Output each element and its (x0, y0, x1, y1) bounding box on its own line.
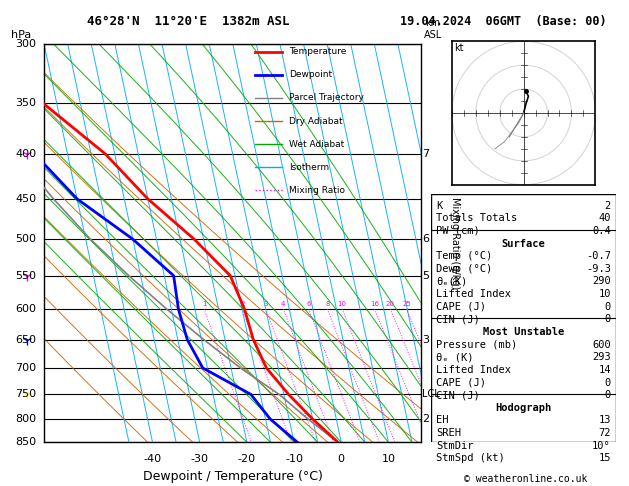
Text: StmDir: StmDir (437, 441, 474, 451)
Text: Mixing Ratio: Mixing Ratio (289, 186, 345, 195)
Text: 0: 0 (604, 390, 611, 400)
Text: CIN (J): CIN (J) (437, 390, 480, 400)
Text: K: K (437, 201, 443, 210)
Text: 14: 14 (598, 365, 611, 375)
Text: 19.04.2024  06GMT  (Base: 00): 19.04.2024 06GMT (Base: 00) (400, 15, 606, 28)
Text: Lifted Index: Lifted Index (437, 289, 511, 299)
Text: 2: 2 (422, 414, 430, 424)
Text: Pressure (mb): Pressure (mb) (437, 340, 518, 349)
Text: CAPE (J): CAPE (J) (437, 378, 486, 387)
Text: 450: 450 (15, 194, 36, 204)
Text: 293: 293 (592, 352, 611, 362)
Text: Temp (°C): Temp (°C) (437, 251, 493, 261)
Text: Dewpoint / Temperature (°C): Dewpoint / Temperature (°C) (143, 470, 323, 483)
Text: 25: 25 (402, 301, 411, 307)
Text: 7: 7 (422, 149, 430, 159)
Text: Parcel Trajectory: Parcel Trajectory (289, 93, 364, 103)
Text: -0.7: -0.7 (586, 251, 611, 261)
Text: PW (cm): PW (cm) (437, 226, 480, 236)
Text: -9.3: -9.3 (586, 264, 611, 274)
Text: 10: 10 (381, 454, 396, 464)
Text: hPa: hPa (11, 30, 31, 40)
Text: 6: 6 (422, 234, 429, 244)
Text: 600: 600 (16, 304, 36, 314)
Text: 290: 290 (592, 277, 611, 286)
Text: CIN (J): CIN (J) (437, 314, 480, 324)
Text: EH: EH (437, 416, 449, 425)
Text: 72: 72 (598, 428, 611, 438)
Text: 10: 10 (598, 289, 611, 299)
Text: Dewpoint: Dewpoint (289, 70, 333, 79)
Text: SREH: SREH (437, 428, 462, 438)
Text: 500: 500 (16, 234, 36, 244)
Text: 40: 40 (598, 213, 611, 223)
Text: 0: 0 (604, 378, 611, 387)
Text: 13: 13 (598, 416, 611, 425)
Text: 46°28'N  11°20'E  1382m ASL: 46°28'N 11°20'E 1382m ASL (87, 15, 290, 28)
Text: Totals Totals: Totals Totals (437, 213, 518, 223)
Text: km
ASL: km ASL (423, 18, 442, 40)
Text: 0: 0 (604, 302, 611, 312)
Text: 8: 8 (325, 301, 330, 307)
Text: 5: 5 (422, 271, 429, 281)
Text: Mixing Ratio (g/kg): Mixing Ratio (g/kg) (450, 197, 460, 289)
Text: 650: 650 (16, 334, 36, 345)
Text: 800: 800 (15, 414, 36, 424)
Text: 20: 20 (386, 301, 395, 307)
Text: θₑ (K): θₑ (K) (437, 352, 474, 362)
Text: 0: 0 (338, 454, 345, 464)
Text: 4: 4 (281, 301, 286, 307)
Text: 550: 550 (16, 271, 36, 281)
Text: 300: 300 (16, 39, 36, 49)
Text: 600: 600 (592, 340, 611, 349)
Text: 850: 850 (15, 437, 36, 447)
Text: θₑ(K): θₑ(K) (437, 277, 468, 286)
Text: 0.4: 0.4 (592, 226, 611, 236)
Text: StmSpd (kt): StmSpd (kt) (437, 453, 505, 464)
Text: 10: 10 (338, 301, 347, 307)
Text: -40: -40 (143, 454, 162, 464)
Text: 10°: 10° (592, 441, 611, 451)
Text: 2: 2 (604, 201, 611, 210)
Text: 750: 750 (15, 389, 36, 399)
Text: Hodograph: Hodograph (496, 403, 552, 413)
Text: 0: 0 (604, 314, 611, 324)
Text: 3: 3 (422, 334, 429, 345)
Text: 700: 700 (15, 363, 36, 373)
Text: CAPE (J): CAPE (J) (437, 302, 486, 312)
Text: © weatheronline.co.uk: © weatheronline.co.uk (464, 473, 587, 484)
Text: 6: 6 (306, 301, 311, 307)
Text: Most Unstable: Most Unstable (483, 327, 564, 337)
Text: Lifted Index: Lifted Index (437, 365, 511, 375)
Text: Temperature: Temperature (289, 47, 347, 56)
Text: Isotherm: Isotherm (289, 163, 330, 172)
Text: Surface: Surface (502, 239, 545, 248)
Text: -20: -20 (238, 454, 256, 464)
Text: 1: 1 (202, 301, 206, 307)
Text: -10: -10 (285, 454, 303, 464)
Text: Wet Adiabat: Wet Adiabat (289, 139, 345, 149)
Text: -30: -30 (191, 454, 209, 464)
Text: 3: 3 (264, 301, 268, 307)
Text: 2: 2 (240, 301, 245, 307)
Text: LCL: LCL (422, 389, 440, 399)
Text: 400: 400 (15, 149, 36, 159)
Text: 15: 15 (598, 453, 611, 464)
Text: kt: kt (454, 43, 464, 53)
Text: 350: 350 (16, 98, 36, 108)
Text: 16: 16 (370, 301, 379, 307)
Text: Dry Adiabat: Dry Adiabat (289, 117, 343, 125)
Text: Dewp (°C): Dewp (°C) (437, 264, 493, 274)
